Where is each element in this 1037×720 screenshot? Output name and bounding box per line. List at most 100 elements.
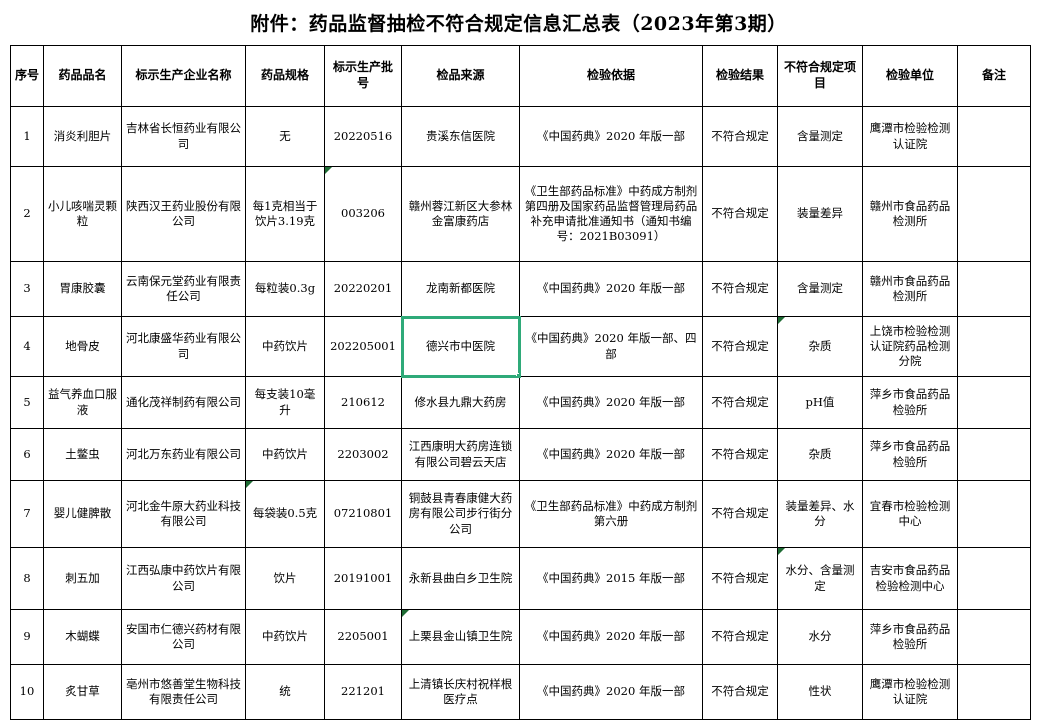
cell-drug-name[interactable]: 婴儿健脾散 — [43, 480, 122, 548]
cell-manufacturer[interactable]: 河北金牛原大药业科技有限公司 — [121, 480, 246, 548]
cell-manufacturer[interactable]: 河北万东药业有限公司 — [121, 428, 246, 481]
cell-result[interactable]: 不符合规定 — [702, 428, 778, 481]
cell-testing-unit[interactable]: 宜春市检验检测中心 — [862, 480, 958, 548]
cell-drug-name[interactable]: 小儿咳喘灵颗粒 — [43, 166, 122, 262]
cell-testing-unit[interactable]: 吉安市食品药品检验检测中心 — [862, 547, 958, 610]
cell-failed-item[interactable]: 水分 — [777, 609, 863, 665]
cell-testing-unit[interactable]: 萍乡市食品药品检验所 — [862, 428, 958, 481]
cell-basis[interactable]: 《中国药典》2015 年版一部 — [519, 547, 703, 610]
cell-manufacturer[interactable]: 通化茂祥制药有限公司 — [121, 376, 246, 429]
cell-spec[interactable]: 中药饮片 — [245, 316, 325, 377]
cell-source[interactable]: 上清镇长庆村祝样根医疗点 — [401, 664, 520, 720]
cell-manufacturer[interactable]: 云南保元堂药业有限责任公司 — [121, 261, 246, 317]
cell-spec[interactable]: 饮片 — [245, 547, 325, 610]
cell-lot[interactable]: 2205001 — [324, 609, 402, 665]
cell-spec[interactable]: 无 — [245, 106, 325, 167]
cell-manufacturer[interactable]: 河北康盛华药业有限公司 — [121, 316, 246, 377]
cell-failed-item[interactable]: 装量差异 — [777, 166, 863, 262]
cell-lot[interactable]: 20220201 — [324, 261, 402, 317]
cell-spec[interactable]: 每袋装0.5克 — [245, 480, 325, 548]
cell-source[interactable]: 永新县曲白乡卫生院 — [401, 547, 520, 610]
cell-source[interactable]: 龙南新都医院 — [401, 261, 520, 317]
cell-lot[interactable]: 221201 — [324, 664, 402, 720]
cell-source[interactable]: 修水县九鼎大药房 — [401, 376, 520, 429]
cell-basis[interactable]: 《中国药典》2020 年版一部 — [519, 261, 703, 317]
cell-manufacturer[interactable]: 吉林省长恒药业有限公司 — [121, 106, 246, 167]
cell-failed-item[interactable]: 水分、含量测定 — [777, 547, 863, 610]
cell-source[interactable]: 江西康明大药房连锁有限公司碧云天店 — [401, 428, 520, 481]
cell-result[interactable]: 不符合规定 — [702, 664, 778, 720]
fill-handle[interactable] — [516, 373, 519, 376]
cell-seq[interactable]: 8 — [10, 547, 44, 610]
cell-basis[interactable]: 《中国药典》2020 年版一部 — [519, 609, 703, 665]
cell-result[interactable]: 不符合规定 — [702, 376, 778, 429]
cell-result[interactable]: 不符合规定 — [702, 547, 778, 610]
cell-result[interactable]: 不符合规定 — [702, 316, 778, 377]
cell-drug-name[interactable]: 木蝴蝶 — [43, 609, 122, 665]
cell-note[interactable] — [957, 166, 1031, 262]
cell-manufacturer[interactable]: 亳州市悠善堂生物科技有限责任公司 — [121, 664, 246, 720]
cell-spec[interactable]: 每粒装0.3g — [245, 261, 325, 317]
cell-drug-name[interactable]: 益气养血口服液 — [43, 376, 122, 429]
cell-testing-unit[interactable]: 赣州市食品药品检测所 — [862, 166, 958, 262]
active-cell[interactable]: 德兴市中医院 — [400, 315, 521, 378]
cell-basis[interactable]: 《卫生部药品标准》中药成方制剂第六册 — [519, 480, 703, 548]
cell-note[interactable] — [957, 261, 1031, 317]
cell-drug-name[interactable]: 胃康胶囊 — [43, 261, 122, 317]
cell-seq[interactable]: 9 — [10, 609, 44, 665]
cell-seq[interactable]: 4 — [10, 316, 44, 377]
cell-note[interactable] — [957, 664, 1031, 720]
cell-lot[interactable]: 003206 — [324, 166, 402, 262]
cell-spec[interactable]: 每支装10毫升 — [245, 376, 325, 429]
cell-drug-name[interactable]: 炙甘草 — [43, 664, 122, 720]
cell-source[interactable]: 贵溪东信医院 — [401, 106, 520, 167]
column-header-seq[interactable]: 序号 — [10, 45, 44, 107]
cell-seq[interactable]: 3 — [10, 261, 44, 317]
cell-result[interactable]: 不符合规定 — [702, 480, 778, 548]
cell-note[interactable] — [957, 547, 1031, 610]
column-header-failed-item[interactable]: 不符合规定项目 — [777, 45, 863, 107]
cell-lot[interactable]: 20220516 — [324, 106, 402, 167]
cell-basis[interactable]: 《中国药典》2020 年版一部 — [519, 106, 703, 167]
cell-drug-name[interactable]: 地骨皮 — [43, 316, 122, 377]
cell-lot[interactable]: 20191001 — [324, 547, 402, 610]
cell-source[interactable]: 铜鼓县青春康健大药房有限公司步行街分公司 — [401, 480, 520, 548]
cell-failed-item[interactable]: 含量测定 — [777, 261, 863, 317]
cell-result[interactable]: 不符合规定 — [702, 106, 778, 167]
cell-lot[interactable]: 2203002 — [324, 428, 402, 481]
cell-seq[interactable]: 1 — [10, 106, 44, 167]
column-header-basis[interactable]: 检验依据 — [519, 45, 703, 107]
cell-testing-unit[interactable]: 赣州市食品药品检测所 — [862, 261, 958, 317]
cell-basis[interactable]: 《中国药典》2020 年版一部 — [519, 376, 703, 429]
cell-manufacturer[interactable]: 安国市仁德兴药材有限公司 — [121, 609, 246, 665]
cell-note[interactable] — [957, 428, 1031, 481]
cell-lot[interactable]: 210612 — [324, 376, 402, 429]
cell-basis[interactable]: 《中国药典》2020 年版一部 — [519, 664, 703, 720]
cell-testing-unit[interactable]: 鹰潭市检验检测认证院 — [862, 664, 958, 720]
cell-manufacturer[interactable]: 江西弘康中药饮片有限公司 — [121, 547, 246, 610]
cell-spec[interactable]: 中药饮片 — [245, 609, 325, 665]
cell-note[interactable] — [957, 480, 1031, 548]
cell-failed-item[interactable]: 性状 — [777, 664, 863, 720]
column-header-lot[interactable]: 标示生产批号 — [324, 45, 402, 107]
cell-failed-item[interactable]: 含量测定 — [777, 106, 863, 167]
cell-seq[interactable]: 5 — [10, 376, 44, 429]
cell-note[interactable] — [957, 316, 1031, 377]
cell-failed-item[interactable]: pH值 — [777, 376, 863, 429]
cell-seq[interactable]: 6 — [10, 428, 44, 481]
column-header-source[interactable]: 检品来源 — [401, 45, 520, 107]
cell-drug-name[interactable]: 刺五加 — [43, 547, 122, 610]
cell-basis[interactable]: 《中国药典》2020 年版一部、四部 — [519, 316, 703, 377]
cell-failed-item[interactable]: 杂质 — [777, 428, 863, 481]
cell-failed-item[interactable]: 杂质 — [777, 316, 863, 377]
column-header-result[interactable]: 检验结果 — [702, 45, 778, 107]
cell-spec[interactable]: 每1克相当于饮片3.19克 — [245, 166, 325, 262]
cell-testing-unit[interactable]: 萍乡市食品药品检验所 — [862, 609, 958, 665]
column-header-testing-unit[interactable]: 检验单位 — [862, 45, 958, 107]
cell-seq[interactable]: 10 — [10, 664, 44, 720]
cell-seq[interactable]: 2 — [10, 166, 44, 262]
cell-source[interactable]: 上栗县金山镇卫生院 — [401, 609, 520, 665]
column-header-drug-name[interactable]: 药品品名 — [43, 45, 122, 107]
cell-result[interactable]: 不符合规定 — [702, 261, 778, 317]
cell-failed-item[interactable]: 装量差异、水分 — [777, 480, 863, 548]
